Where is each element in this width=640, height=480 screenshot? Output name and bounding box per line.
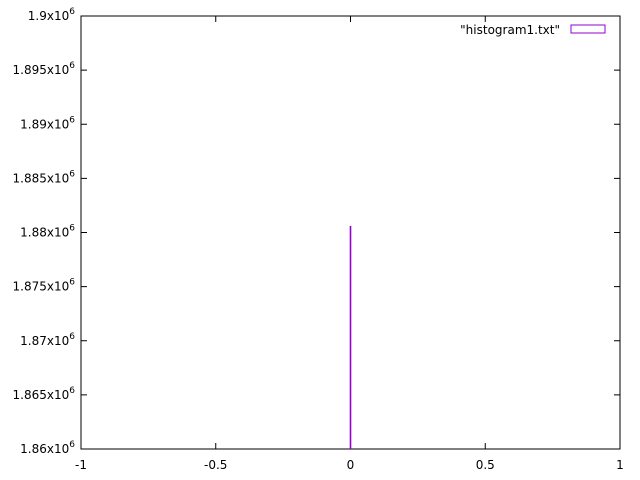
x-tick-label: -0.5 (204, 458, 227, 472)
y-tick-label: 1.88x106 (20, 224, 75, 240)
y-tick-label: 1.9x106 (28, 7, 75, 23)
x-tick-label: 0.5 (476, 458, 495, 472)
y-tick-label: 1.895x106 (13, 61, 76, 77)
y-tick-label: 1.86x106 (20, 440, 75, 456)
y-tick-label: 1.875x106 (13, 278, 76, 294)
x-tick-label: -1 (75, 458, 87, 472)
y-tick-label: 1.865x106 (13, 386, 76, 402)
y-tick-label: 1.89x106 (20, 115, 75, 131)
y-axis-ticks: 1.86x106 1.865x106 1.87x106 1.875x106 1.88x1… (13, 7, 620, 456)
x-tick-label: 1 (616, 458, 624, 472)
y-tick-label: 1.885x106 (13, 169, 76, 185)
legend-swatch (570, 24, 606, 34)
y-tick-label: 1.87x106 (20, 332, 75, 348)
x-axis-ticks: -1 -0.5 0 0.5 1 (75, 16, 624, 472)
legend-label: "histogram1.txt" (460, 23, 560, 37)
legend: "histogram1.txt" (460, 23, 606, 37)
x-tick-label: 0 (347, 458, 355, 472)
